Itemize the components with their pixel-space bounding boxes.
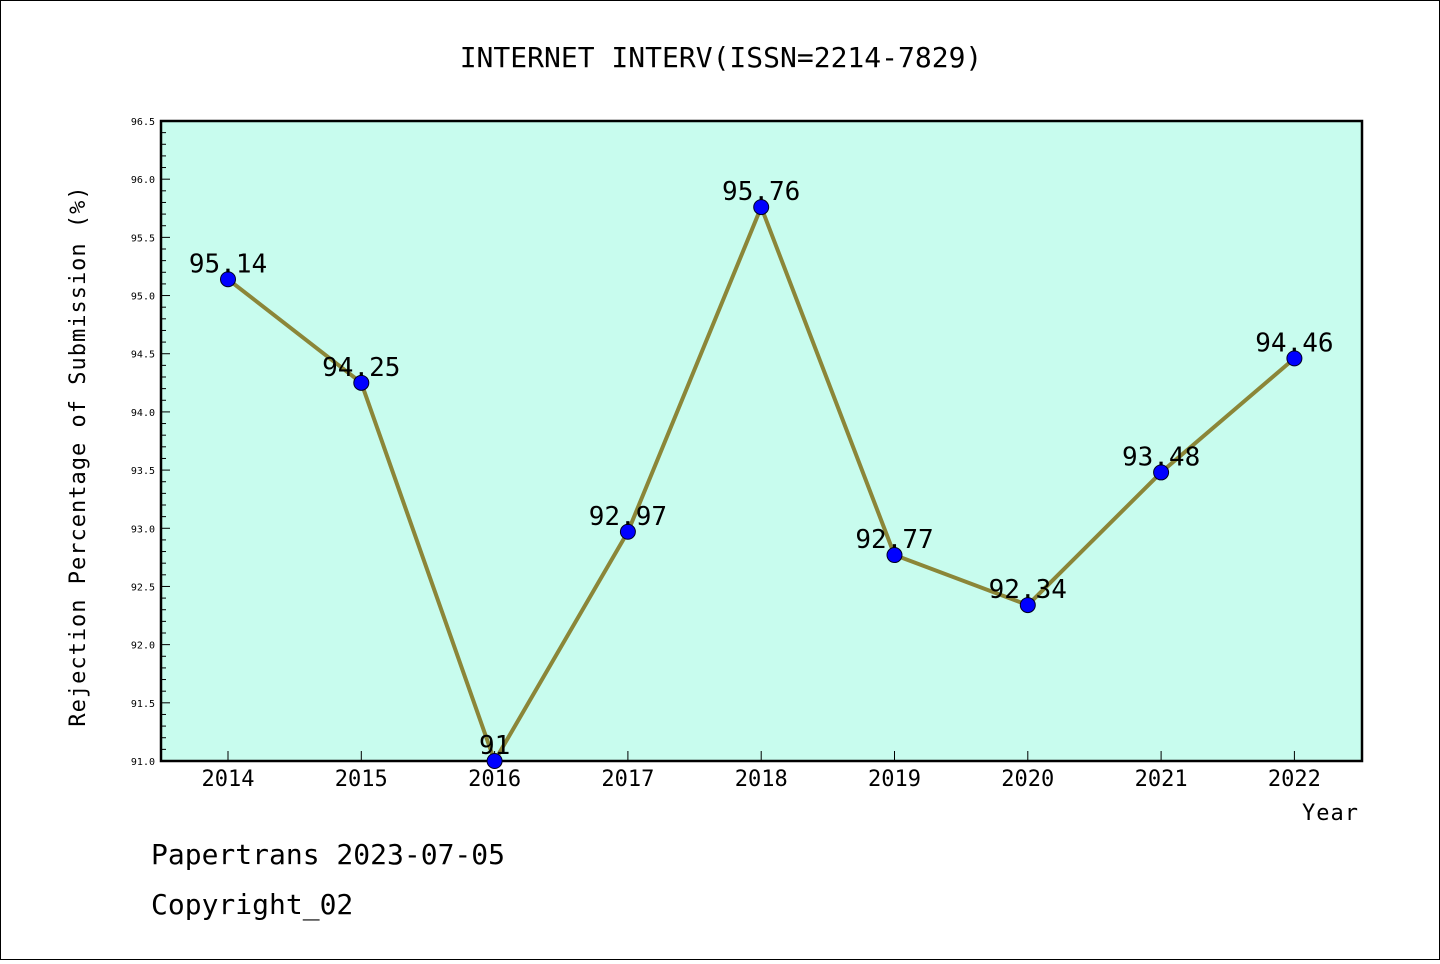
data-label: 92.77 [855,525,933,555]
x-tick-label: 2020 [1001,767,1054,792]
y-axis-label: Rejection Percentage of Submission (%) [66,185,91,726]
data-label: 91 [479,731,510,761]
y-tick-label: 94.0 [131,408,155,419]
data-label: 94.25 [322,353,400,383]
y-tick-label: 93.0 [131,524,155,535]
x-axis: 2014 2015 2016 2017 2018 2019 2020 2021 2022 [202,751,1321,792]
data-point [619,523,636,540]
y-tick-label: 96.5 [131,117,155,128]
y-tick-label: 92.5 [131,582,155,593]
x-tick-label: 2018 [735,767,788,792]
x-axis-label: Year [1302,801,1359,826]
data-label: 95.76 [722,177,800,207]
x-tick-label: 2014 [202,767,255,792]
chart-title: INTERNET INTERV(ISSN=2214-7829) [460,41,983,74]
footer-copyright: Copyright_02 [151,888,353,922]
data-point [486,753,503,769]
y-tick-label: 94.5 [131,350,155,361]
data-point [353,374,370,391]
y-tick-label: 91.5 [131,699,155,710]
data-labels: 95.14 94.25 91 92.97 95.76 92.77 92.34 93.48 94.… [189,177,1334,761]
x-tick-label: 2021 [1135,767,1188,792]
data-label: 92.34 [989,575,1067,605]
footer-date: Papertrans 2023-07-05 [151,838,505,871]
x-tick-label: 2017 [601,767,654,792]
x-tick-label: 2022 [1268,767,1321,792]
data-point [753,199,770,216]
data-point [1153,464,1170,481]
data-point [220,271,236,288]
data-point [1019,597,1036,614]
data-label: 94.46 [1255,328,1333,358]
y-axis: 91.0 91.5 92.0 92.5 93.0 93.5 94.0 94.5 95.0 95.5… [131,117,170,768]
y-tick-label: 95.5 [131,233,155,244]
y-tick-label: 96.0 [131,175,155,186]
y-tick-label: 92.0 [131,641,155,652]
data-label: 92.97 [589,502,667,532]
data-point [886,547,903,564]
x-tick-label: 2016 [468,767,521,792]
y-tick-label: 91.0 [131,757,155,768]
data-label: 93.48 [1122,442,1200,472]
data-label: 95.14 [189,249,267,279]
y-tick-label: 93.5 [131,466,155,477]
x-tick-label: 2015 [335,767,388,792]
series-points [220,199,1303,769]
y-tick-label: 95.0 [131,292,155,303]
data-point [1286,350,1303,367]
x-tick-label: 2019 [868,767,921,792]
plot-area [159,119,1364,763]
